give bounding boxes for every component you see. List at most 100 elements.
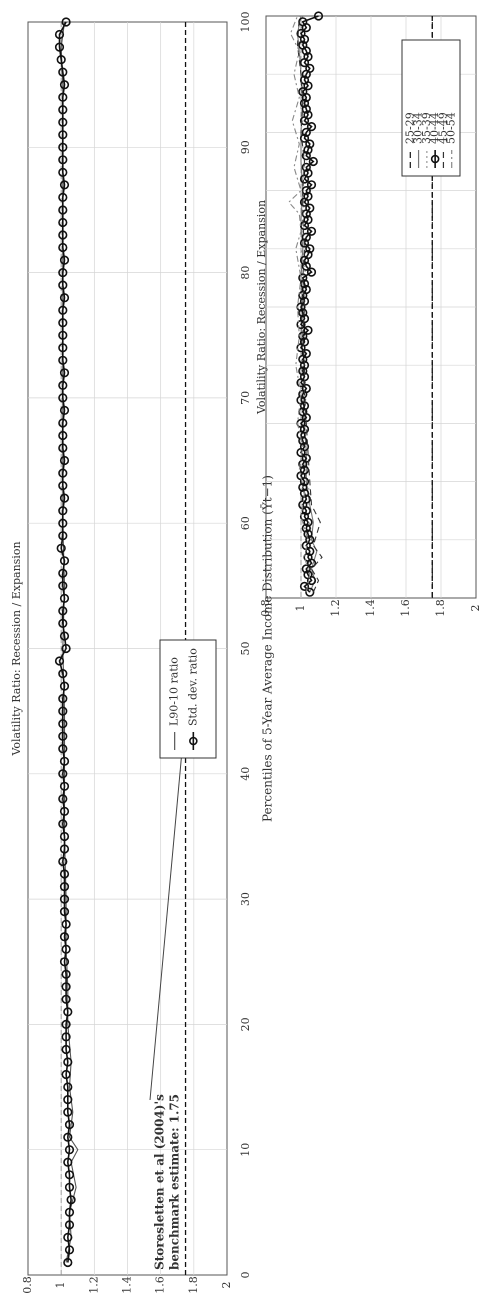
legend-label: 35-39 [420, 112, 433, 144]
data-point [301, 564, 311, 574]
data-point [58, 305, 68, 315]
data-point [303, 52, 313, 62]
y-tick-label: 0.8 [21, 1276, 34, 1294]
legend-label: 25-29 [403, 112, 416, 144]
data-point [301, 127, 311, 137]
data-point [306, 226, 317, 236]
data-point [59, 255, 70, 265]
data-point [59, 806, 70, 817]
data-point [58, 744, 68, 754]
y-tick-label: 1.8 [434, 599, 447, 617]
data-point [301, 523, 311, 533]
data-point [58, 693, 68, 704]
data-point [58, 67, 68, 77]
chart-panel-left: 0.8 1 1.2 1.4 1.6 1.8 20 10 20 30 40 50 60 70 80 90 100 V… [10, 12, 275, 1294]
data-point [305, 244, 315, 254]
data-point [58, 468, 68, 478]
data-point [59, 405, 70, 416]
y-axis-label: Volatility Ratio: Recession / Expansion [255, 200, 268, 415]
data-point [59, 957, 70, 967]
y-axis-label: Volatility Ratio: Recession / Expansion [10, 541, 23, 756]
data-point [59, 631, 70, 641]
data-point [61, 982, 71, 992]
data-point [303, 191, 313, 201]
data-point [303, 570, 313, 580]
x-tick-label: 10 [239, 1143, 252, 1157]
data-point [305, 203, 315, 213]
series-line-2 [298, 15, 314, 593]
legend-label: L90-10 ratio [168, 657, 181, 726]
data-point [59, 80, 70, 90]
data-point [59, 781, 70, 791]
data-point [58, 430, 68, 441]
data-point [58, 668, 68, 679]
data-point [301, 349, 311, 359]
data-point [303, 552, 313, 562]
data-point [299, 581, 310, 592]
data-point [64, 1182, 75, 1192]
data-point [306, 180, 317, 190]
data-point [299, 75, 310, 85]
data-point [64, 1145, 75, 1155]
data-point [58, 355, 68, 365]
x-tick-label: 50 [239, 642, 252, 656]
data-point [58, 819, 68, 829]
data-point [59, 556, 70, 566]
annotation-text: benchmark estimate: 1.75 [168, 1094, 182, 1270]
y-tick-label: 1.6 [399, 599, 412, 617]
data-point [63, 1082, 73, 1092]
legend-marker [430, 154, 440, 164]
data-point [58, 731, 68, 741]
x-tick-label: 40 [239, 767, 252, 781]
data-point [58, 794, 68, 804]
data-point [305, 139, 315, 149]
data-point [59, 455, 70, 466]
data-point [61, 1069, 71, 1080]
legend-label: 50-54 [445, 112, 458, 144]
data-point [58, 105, 68, 115]
data-point [299, 442, 310, 452]
data-point [59, 493, 70, 503]
data-point [298, 482, 308, 493]
data-point [63, 1232, 73, 1242]
data-point [64, 1207, 75, 1217]
data-point [63, 1257, 73, 1268]
data-point [64, 1245, 75, 1255]
data-point [63, 1157, 73, 1167]
y-tick-label: 1 [54, 1282, 67, 1289]
data-point [308, 156, 318, 167]
series-line-4 [296, 15, 323, 593]
y-tick-label: 2 [469, 605, 482, 612]
data-point [58, 518, 68, 528]
data-point [63, 1132, 73, 1142]
data-point [61, 17, 71, 27]
legend-box [159, 639, 217, 759]
data-point [299, 465, 310, 475]
data-point [58, 618, 68, 629]
data-point [63, 1094, 73, 1105]
data-point [58, 230, 68, 240]
y-tick-label: 2 [220, 1282, 233, 1289]
y-tick-label: 1.4 [121, 1276, 134, 1294]
data-point [58, 506, 68, 516]
data-point [63, 1107, 73, 1117]
data-point [301, 383, 311, 394]
data-point [313, 11, 324, 21]
chart-panel-right: 0.811.21.41.61.820102030405060708090100V… [255, 6, 484, 617]
data-point [303, 110, 313, 120]
data-point [58, 418, 68, 428]
data-point [58, 531, 68, 541]
data-point [61, 969, 71, 979]
data-point [64, 1220, 75, 1230]
data-point [59, 831, 70, 842]
data-point [58, 268, 68, 278]
data-point [306, 121, 317, 132]
y-tick-label: 1 [294, 605, 307, 612]
data-point [303, 145, 313, 155]
data-point [299, 133, 310, 143]
data-point [59, 844, 70, 854]
data-point [58, 581, 68, 591]
annotation-text: Storesletten et al (2004)'s [153, 1094, 167, 1270]
data-point [58, 380, 68, 391]
data-point [301, 261, 311, 271]
